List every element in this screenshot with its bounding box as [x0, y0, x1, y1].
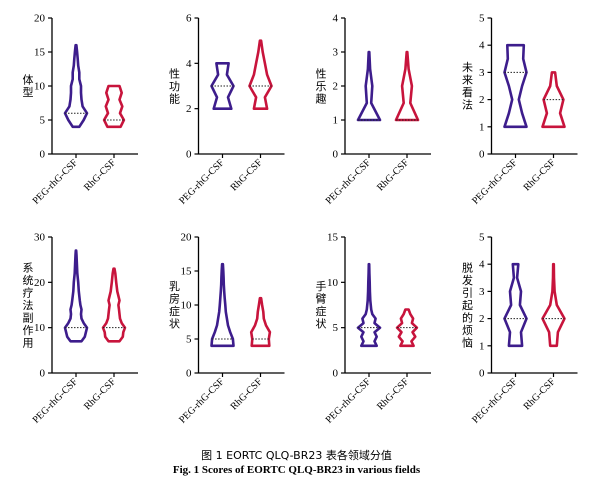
y-tick-label: 0	[479, 368, 485, 380]
y-axis-label: 未来看法	[462, 61, 473, 112]
x-tick-label: RhG-CSF	[375, 157, 411, 193]
y-tick-label: 15	[327, 232, 339, 244]
chart-panel-4: 0 1 2 3 4 5 PEG-rhG-CSF RhG-CSF 未来看法	[462, 13, 578, 207]
x-tick-label: RhG-CSF	[82, 376, 118, 412]
y-tick-label: 3	[333, 47, 339, 59]
violin-rhg-csf	[541, 71, 566, 129]
y-axis-label: 体型	[23, 73, 34, 100]
violin-rhg-csf	[395, 308, 419, 348]
x-tick-label: PEG-rhG-CSF	[324, 157, 374, 207]
y-tick-label: 0	[186, 149, 192, 161]
violin-peg-rhg-csf	[503, 43, 528, 129]
y-tick-label: 10	[327, 277, 339, 289]
violin-peg-rhg-csf	[356, 262, 382, 348]
x-tick-label: PEG-rhG-CSF	[31, 157, 81, 207]
violin-peg-rhg-csf	[210, 262, 235, 348]
y-tick-label: 2	[479, 94, 485, 106]
x-tick-label: PEG-rhG-CSF	[470, 157, 520, 207]
violin-rhg-csf	[101, 267, 127, 343]
chart-panel-3: 0 1 2 3 4 PEG-rhG-CSF RhG-CSF 性乐趣	[316, 13, 431, 207]
y-tick-label: 0	[479, 149, 485, 161]
y-tick-label: 5	[333, 322, 339, 334]
violin-rhg-csf	[541, 262, 566, 348]
y-tick-label: 10	[34, 322, 46, 334]
y-tick-label: 3	[479, 286, 485, 298]
violin-rhg-csf	[249, 296, 272, 348]
y-tick-label: 5	[40, 115, 46, 127]
chart-panel-5: 0 10 20 30 PEG-rhG-CSF RhG-CSF 系统疗法副作用	[23, 232, 138, 426]
chart-panel-8: 0 1 2 3 4 5 PEG-rhG-CSF RhG-CSF 脱发引起的烦恼	[462, 232, 578, 426]
x-tick-label: RhG-CSF	[522, 157, 558, 193]
x-tick-label: PEG-rhG-CSF	[177, 157, 227, 207]
violin-rhg-csf	[394, 50, 420, 122]
y-tick-label: 5	[479, 13, 485, 25]
y-tick-label: 2	[479, 313, 485, 325]
x-tick-label: PEG-rhG-CSF	[324, 376, 374, 426]
chart-panel-1: 0 5 10 15 20 PEG-rhG-CSF RhG-CSF 体型	[23, 13, 138, 207]
x-tick-label: PEG-rhG-CSF	[470, 376, 520, 426]
y-axis-label: 手臂症状	[316, 279, 327, 331]
y-axis-label: 性功能	[169, 66, 180, 105]
y-tick-label: 10	[34, 81, 46, 93]
y-tick-label: 5	[479, 232, 485, 244]
y-axis-label: 乳房症状	[169, 280, 180, 331]
violin-rhg-csf	[248, 39, 273, 110]
y-tick-label: 20	[34, 13, 46, 25]
figure-caption-english: Fig. 1 Scores of EORTC QLQ-BR23 in vario…	[172, 464, 421, 476]
violin-peg-rhg-csf	[503, 262, 528, 348]
chart-panel-6: 0 5 10 15 20 PEG-rhG-CSF RhG-CSF 乳房症状	[169, 232, 285, 426]
y-tick-label: 0	[333, 368, 339, 380]
y-axis-label: 脱发引起的烦恼	[462, 260, 473, 349]
y-axis-label: 系统疗法副作用	[23, 261, 34, 349]
y-tick-label: 4	[479, 259, 485, 271]
y-axis-label: 性乐趣	[316, 66, 327, 105]
y-tick-label: 4	[479, 40, 485, 52]
x-tick-label: RhG-CSF	[229, 376, 265, 412]
y-tick-label: 20	[34, 277, 46, 289]
violin-peg-rhg-csf	[356, 50, 382, 122]
y-tick-label: 3	[479, 67, 485, 79]
y-tick-label: 1	[479, 121, 485, 133]
x-tick-label: RhG-CSF	[375, 376, 411, 412]
violin-peg-rhg-csf	[63, 249, 89, 343]
figure-caption-chinese: 图 1 EORTC QLQ-BR23 表各领域分值	[201, 449, 392, 462]
y-tick-label: 30	[34, 232, 46, 244]
y-tick-label: 15	[181, 266, 193, 278]
x-tick-label: RhG-CSF	[82, 157, 118, 193]
y-tick-label: 1	[333, 115, 339, 127]
x-tick-label: PEG-rhG-CSF	[31, 376, 81, 426]
y-tick-label: 0	[186, 368, 192, 380]
x-tick-label: PEG-rhG-CSF	[177, 376, 227, 426]
y-tick-label: 15	[34, 47, 46, 59]
violin-rhg-csf	[102, 84, 126, 129]
chart-panel-7: 0 5 10 15 PEG-rhG-CSF RhG-CSF 手臂症状	[316, 232, 431, 426]
y-tick-label: 20	[181, 232, 193, 244]
y-tick-label: 2	[333, 81, 339, 93]
y-tick-label: 4	[333, 13, 339, 25]
y-tick-label: 4	[186, 58, 192, 70]
y-tick-label: 0	[333, 149, 339, 161]
y-tick-label: 0	[40, 368, 46, 380]
y-tick-label: 10	[181, 300, 193, 312]
x-tick-label: RhG-CSF	[229, 157, 265, 193]
violin-peg-rhg-csf	[63, 43, 89, 129]
x-tick-label: RhG-CSF	[522, 376, 558, 412]
y-tick-label: 0	[40, 149, 46, 161]
y-tick-label: 5	[186, 334, 192, 346]
chart-panel-2: 0 2 4 6 PEG-rhG-CSF RhG-CSF 性功能	[169, 13, 285, 207]
y-tick-label: 2	[186, 103, 192, 115]
y-tick-label: 6	[186, 13, 192, 25]
violin-peg-rhg-csf	[210, 62, 235, 110]
y-tick-label: 1	[479, 340, 485, 352]
